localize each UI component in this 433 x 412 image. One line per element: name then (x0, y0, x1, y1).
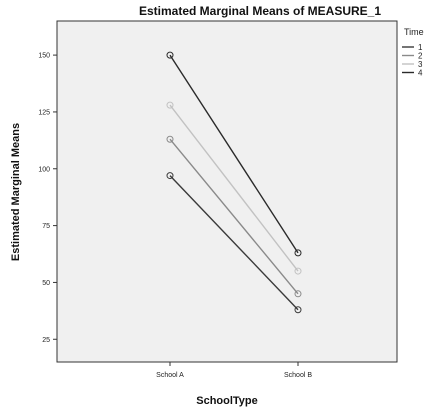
y-axis: 25 50 75 100 125 150 (38, 53, 57, 344)
x-tick-label: School B (284, 372, 312, 379)
legend-item-2: 2 (402, 52, 423, 61)
series-line (169, 104, 299, 272)
data-point (166, 101, 174, 109)
data-point (294, 249, 302, 257)
y-tick-label: 25 (42, 337, 50, 344)
y-tick-label: 125 (38, 109, 50, 116)
legend-title: Time (404, 27, 424, 37)
legend-item-4: 4 (402, 69, 423, 78)
series-line (169, 175, 299, 311)
series-line (169, 138, 299, 295)
y-tick-label: 75 (42, 223, 50, 230)
plot-area (56, 20, 398, 363)
series-4 (166, 51, 302, 257)
chart-title: Estimated Marginal Means of MEASURE_1 (139, 4, 381, 18)
legend-item-3: 3 (402, 60, 423, 69)
legend-label: 2 (418, 52, 423, 61)
x-axis: School A School B (156, 362, 312, 379)
y-tick-label: 50 (42, 280, 50, 287)
data-point (294, 267, 302, 275)
y-tick-label: 100 (38, 166, 50, 173)
series-2 (166, 135, 302, 298)
legend-label: 1 (418, 43, 423, 52)
series-line (169, 54, 299, 254)
data-point (166, 172, 174, 180)
series-lines (166, 51, 302, 314)
legend-label: 3 (418, 60, 423, 69)
data-point (294, 290, 302, 298)
legend-label: 4 (418, 69, 423, 78)
series-3 (166, 101, 302, 275)
x-axis-title: SchoolType (196, 395, 258, 407)
legend-item-1: 1 (402, 43, 423, 52)
data-point (166, 51, 174, 59)
y-tick-label: 150 (38, 53, 50, 60)
series-1 (166, 172, 302, 314)
x-tick-label: School A (156, 372, 184, 379)
data-point (166, 135, 174, 143)
y-axis-title: Estimated Marginal Means (10, 123, 22, 261)
data-point (294, 306, 302, 314)
